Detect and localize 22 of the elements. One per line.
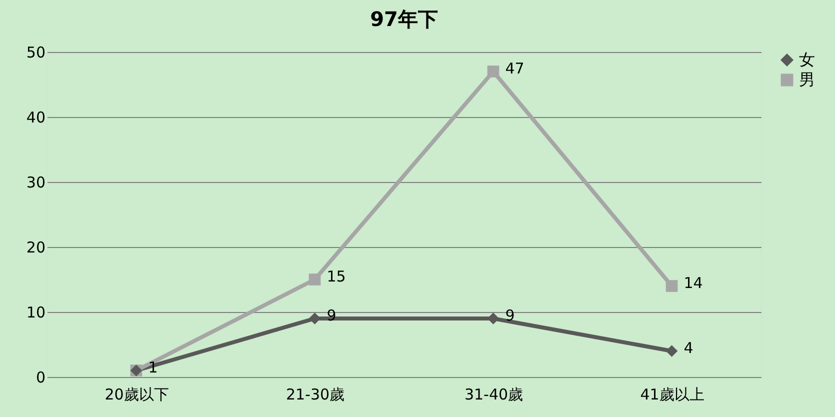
data-label: 47	[505, 60, 524, 78]
data-label: 14	[684, 274, 703, 292]
legend-label: 男	[799, 70, 815, 89]
y-tick-label: 50	[26, 44, 46, 62]
y-tick-label: 30	[26, 174, 46, 192]
x-tick-label: 21-30歲	[286, 386, 345, 404]
chart-title: 97年下	[370, 7, 438, 31]
y-tick-label: 10	[26, 304, 46, 322]
data-label: 15	[326, 268, 346, 286]
point	[487, 66, 500, 78]
legend-label: 女	[799, 50, 815, 69]
x-tick-label: 31-40歲	[464, 386, 524, 404]
x-tick-label: 41歲以上	[640, 386, 704, 404]
data-label: 4	[684, 339, 694, 357]
y-tick-label: 40	[26, 108, 46, 126]
point	[308, 274, 321, 286]
y-tick-label: 20	[26, 238, 46, 256]
x-tick-label: 20歲以下	[104, 386, 169, 404]
data-label: 9	[505, 306, 515, 324]
point	[666, 345, 678, 357]
point	[666, 280, 678, 292]
y-tick-label: 0	[36, 368, 46, 386]
